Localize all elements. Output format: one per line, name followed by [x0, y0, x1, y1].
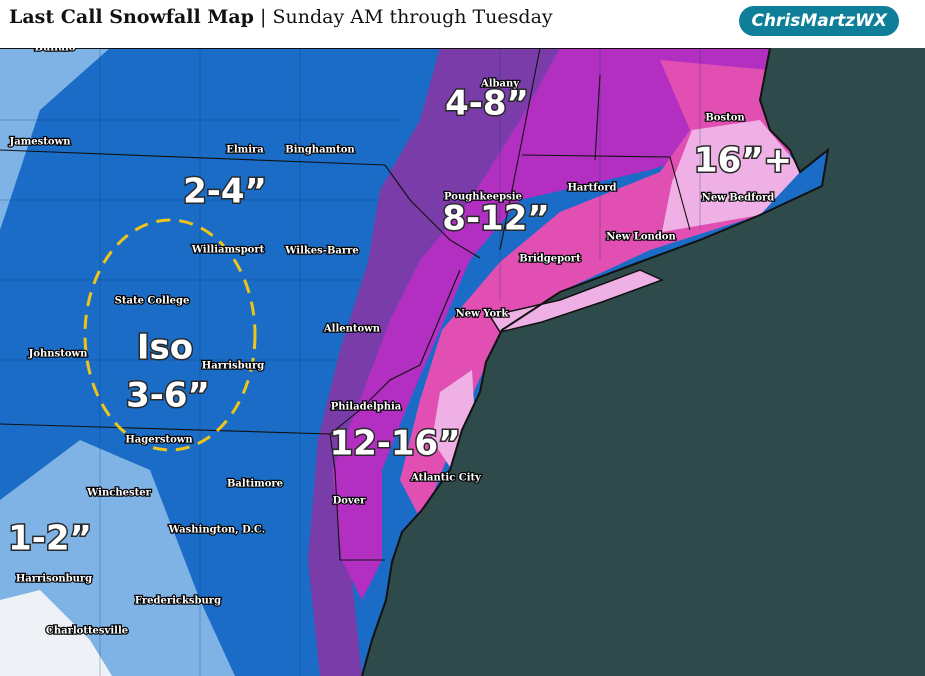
title-line: Last Call Snowfall Map | Sunday AM throu… — [9, 6, 553, 28]
title: Last Call Snowfall Map — [9, 6, 254, 28]
snow-amount: 4-8” — [445, 84, 529, 124]
city-label: Elmira — [226, 145, 264, 156]
city-label: Fredericksburg — [135, 596, 221, 607]
city-label: Jamestown — [9, 137, 72, 148]
city-label: Dover — [333, 496, 367, 507]
iso-outline — [83, 218, 257, 452]
city-label: Hagerstown — [125, 435, 193, 446]
coastline — [0, 48, 830, 676]
zone-light — [0, 48, 110, 230]
state-borders — [0, 48, 691, 561]
city-label: Charlottesville — [46, 626, 128, 637]
city-label: Allentown — [323, 324, 381, 335]
logo: ChrisMartzWX — [739, 6, 899, 36]
zone-trace — [0, 590, 112, 676]
city-label: Harrisonburg — [16, 574, 92, 585]
snow-amount: 2-4” — [183, 172, 267, 212]
snow-amount: Iso — [137, 328, 193, 368]
city-label: New London — [606, 232, 676, 243]
city-label: Atlantic City — [410, 473, 482, 484]
snow-amount: 3-6” — [126, 376, 210, 416]
labels: Buffalo Jamestown Elmira Binghamton Albany Bo… — [7, 48, 794, 638]
city-label: Johnstown — [28, 349, 88, 360]
city-label: Buffalo — [35, 48, 76, 54]
snow-amount: 1-2” — [8, 519, 92, 559]
city-label: Bridgeport — [519, 254, 581, 265]
zone-4-8 — [308, 48, 560, 676]
separator: | — [260, 6, 267, 28]
city-label: Winchester — [86, 488, 151, 499]
city-label: Harrisburg — [202, 361, 264, 372]
zone-16-plus — [432, 370, 475, 470]
zone-16-plus — [662, 120, 802, 232]
city-label: New York — [456, 309, 510, 320]
county-lines — [0, 48, 701, 676]
city-label: State College — [115, 296, 190, 307]
city-label: Albany — [480, 79, 520, 90]
snow-amount: 8-12” — [442, 199, 549, 239]
city-label: Poughkeepsie — [444, 192, 522, 203]
city-label: Hartford — [567, 183, 616, 194]
header: Last Call Snowfall Map | Sunday AM throu… — [0, 0, 925, 48]
city-label: Binghamton — [285, 145, 355, 156]
city-label: New Bedford — [702, 193, 775, 204]
subtitle: Sunday AM through Tuesday — [272, 6, 553, 28]
city-label: Wilkes-Barre — [284, 246, 359, 257]
city-label: Boston — [705, 113, 745, 124]
snow-amount: 16”+ — [694, 141, 792, 181]
city-label: Washington, D.C. — [168, 525, 265, 536]
city-label: Philadelphia — [331, 402, 402, 413]
long-island — [488, 269, 664, 333]
city-label: Baltimore — [227, 479, 283, 490]
city-label: Williamsport — [191, 245, 265, 256]
snow-amount: 12-16” — [329, 424, 460, 464]
map: Buffalo Jamestown Elmira Binghamton Albany Bo… — [0, 48, 925, 676]
